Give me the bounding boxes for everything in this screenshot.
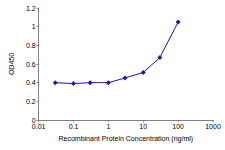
svg-text:1: 1: [106, 123, 110, 130]
svg-text:0.2: 0.2: [26, 98, 36, 105]
svg-text:0: 0: [31, 116, 36, 124]
svg-text:1.2: 1.2: [26, 5, 36, 12]
svg-text:0.8: 0.8: [26, 42, 36, 49]
svg-text:10: 10: [139, 123, 147, 130]
svg-text:1000: 1000: [205, 123, 221, 130]
svg-text:0.01: 0.01: [32, 123, 46, 130]
svg-text:0.4: 0.4: [26, 79, 36, 86]
svg-text:OD450: OD450: [8, 53, 15, 75]
svg-text:1: 1: [32, 23, 36, 30]
svg-text:Recombinant Protein Concentrat: Recombinant Protein Concentration (ng/ml…: [59, 135, 194, 143]
svg-text:100: 100: [172, 123, 184, 130]
svg-text:0.1: 0.1: [69, 123, 79, 130]
svg-text:0.6: 0.6: [26, 61, 36, 68]
